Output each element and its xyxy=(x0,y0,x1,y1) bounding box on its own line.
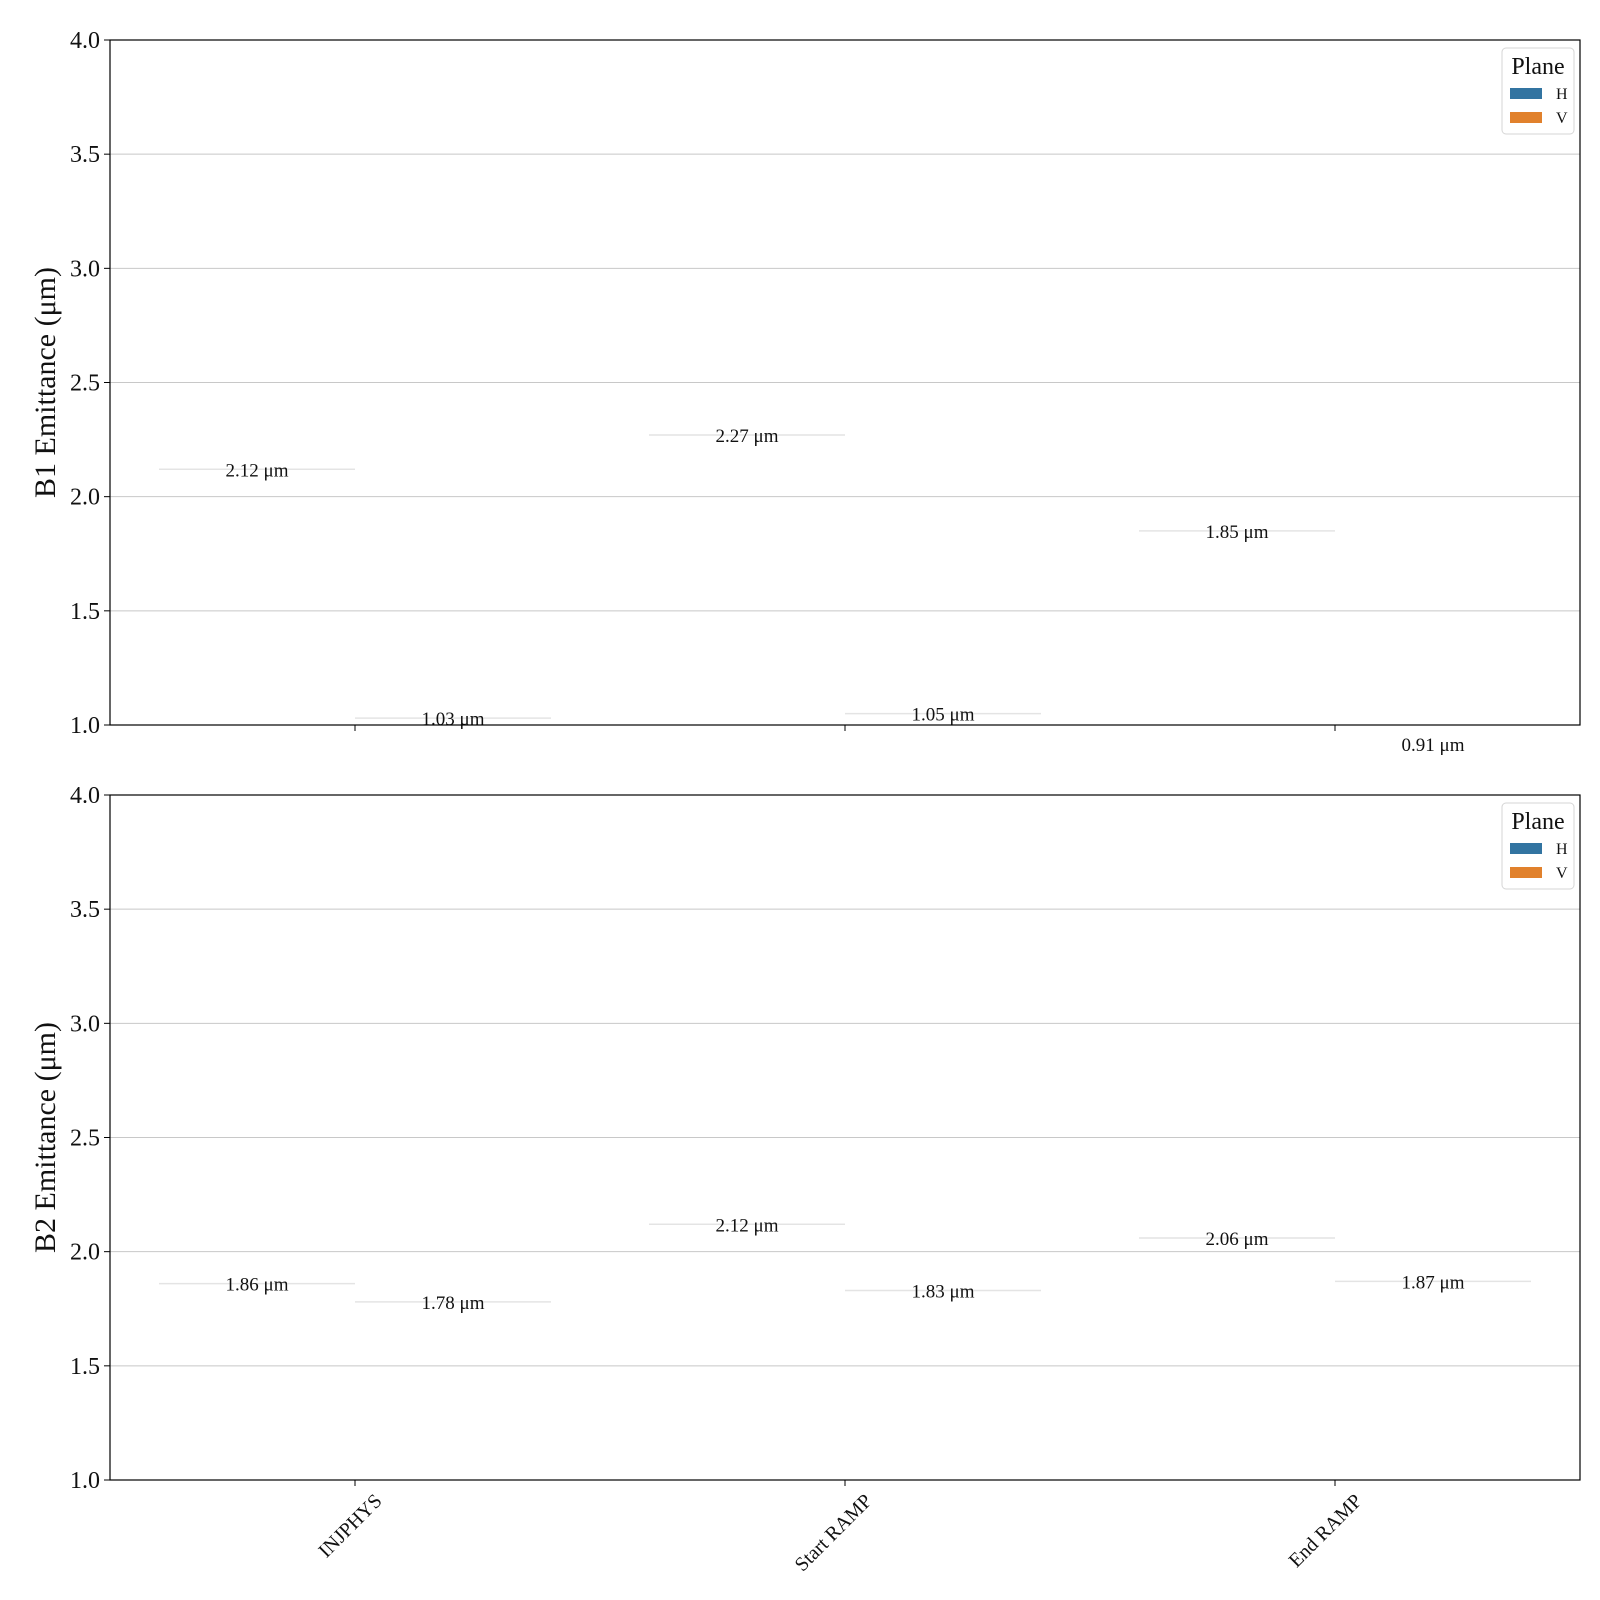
legend-label-h: H xyxy=(1556,841,1568,858)
xtick-label: End RAMP xyxy=(1285,1490,1367,1572)
y-axis-label: B1 Emittance (μm) xyxy=(29,267,62,498)
chart-panel-1: 1.0 1.5 2.0 2.5 3.0 3.5 4.0 B1 Emittance (μm) 2.… xyxy=(29,28,1581,756)
ytick-label: 4.0 xyxy=(70,28,100,54)
value-label: 1.78 μm xyxy=(422,1293,485,1314)
axes-frame xyxy=(109,39,1581,726)
legend-label-v: V xyxy=(1556,865,1568,882)
legend-title: Plane xyxy=(1511,54,1564,80)
ytick-label: 2.0 xyxy=(70,485,100,511)
legend: Plane HV xyxy=(1501,47,1575,135)
ytick-label: 3.0 xyxy=(70,256,100,282)
ytick-label: 2.0 xyxy=(70,1240,100,1266)
value-label: 2.12 μm xyxy=(716,1215,779,1236)
value-label: 2.27 μm xyxy=(716,426,779,447)
ytick-label: 2.5 xyxy=(70,371,100,397)
value-label: 1.86 μm xyxy=(226,1275,289,1296)
axes-frame xyxy=(109,794,1581,1481)
legend-title: Plane xyxy=(1511,809,1564,835)
ytick-label: 4.0 xyxy=(70,783,100,809)
value-label: 2.06 μm xyxy=(1206,1229,1269,1250)
value-label: 1.03 μm xyxy=(422,709,485,730)
xtick-label: Start RAMP xyxy=(791,1490,877,1576)
ytick-label: 1.0 xyxy=(70,713,100,739)
ytick-label: 1.0 xyxy=(70,1468,100,1494)
legend-swatch-v xyxy=(1510,112,1542,123)
xtick-label: INJPHYS xyxy=(314,1490,386,1562)
value-label: 1.83 μm xyxy=(912,1281,975,1302)
value-label: 1.85 μm xyxy=(1206,522,1269,543)
legend-label-v: V xyxy=(1556,110,1568,127)
legend-swatch-h xyxy=(1510,843,1542,854)
chart-panel-2: 1.0 1.5 2.0 2.5 3.0 3.5 4.0 B2 Emittance (μm) 1.… xyxy=(29,783,1581,1576)
value-label: 2.12 μm xyxy=(226,460,289,481)
ytick-label: 1.5 xyxy=(70,599,100,625)
value-label: 0.91 μm xyxy=(1402,735,1465,756)
ytick-label: 3.5 xyxy=(70,897,100,923)
legend-swatch-v xyxy=(1510,867,1542,878)
ytick-label: 3.5 xyxy=(70,142,100,168)
ytick-label: 2.5 xyxy=(70,1126,100,1152)
value-label: 1.87 μm xyxy=(1402,1272,1465,1293)
ytick-label: 1.5 xyxy=(70,1354,100,1380)
legend: Plane HV xyxy=(1501,802,1575,890)
ytick-label: 3.0 xyxy=(70,1011,100,1037)
y-axis-label: B2 Emittance (μm) xyxy=(29,1022,62,1253)
legend-label-h: H xyxy=(1556,86,1568,103)
legend-swatch-h xyxy=(1510,88,1542,99)
value-label: 1.05 μm xyxy=(912,705,975,726)
